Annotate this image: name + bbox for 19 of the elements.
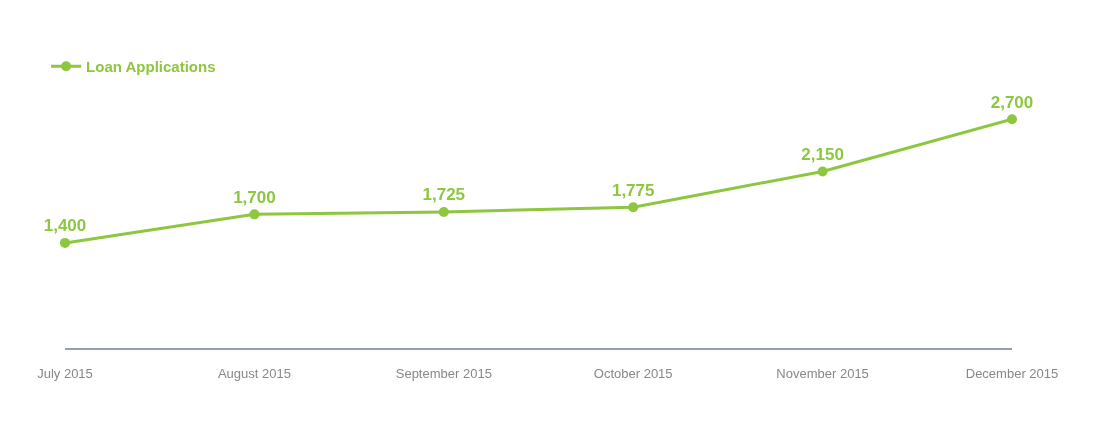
- point: [438, 206, 449, 217]
- x-tick-label: November 2015: [776, 365, 869, 381]
- point: [628, 202, 639, 213]
- point: [817, 166, 828, 177]
- x-tick-label: December 2015: [965, 365, 1059, 381]
- data-label: 1,700: [233, 187, 276, 207]
- x-tick-label: October 2015: [593, 365, 673, 381]
- point: [60, 237, 70, 248]
- x-tick-label: August 2015: [217, 365, 291, 381]
- data-label: 1,725: [422, 185, 466, 205]
- point: [1007, 114, 1017, 125]
- data-label: 1,775: [611, 180, 655, 200]
- data-label: 2,700: [990, 92, 1034, 112]
- point: [249, 209, 260, 220]
- x-tick-label: September 2015: [395, 365, 492, 381]
- legend-label: Loan Applications: [86, 58, 216, 76]
- data-label: 2,150: [801, 145, 844, 165]
- data-label: 1,400: [43, 216, 87, 236]
- x-tick-label: July 2015: [37, 365, 93, 381]
